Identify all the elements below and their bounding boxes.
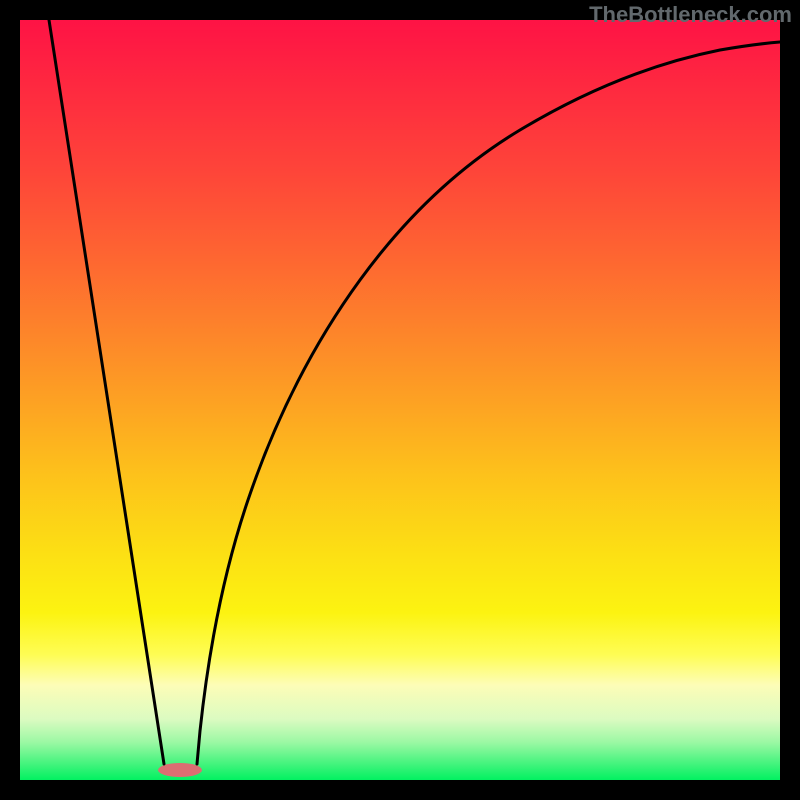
chart-container: TheBottleneck.com: [0, 0, 800, 800]
bottleneck-curve-chart: [0, 0, 800, 800]
watermark-text: TheBottleneck.com: [589, 2, 792, 28]
plot-background: [20, 20, 780, 780]
